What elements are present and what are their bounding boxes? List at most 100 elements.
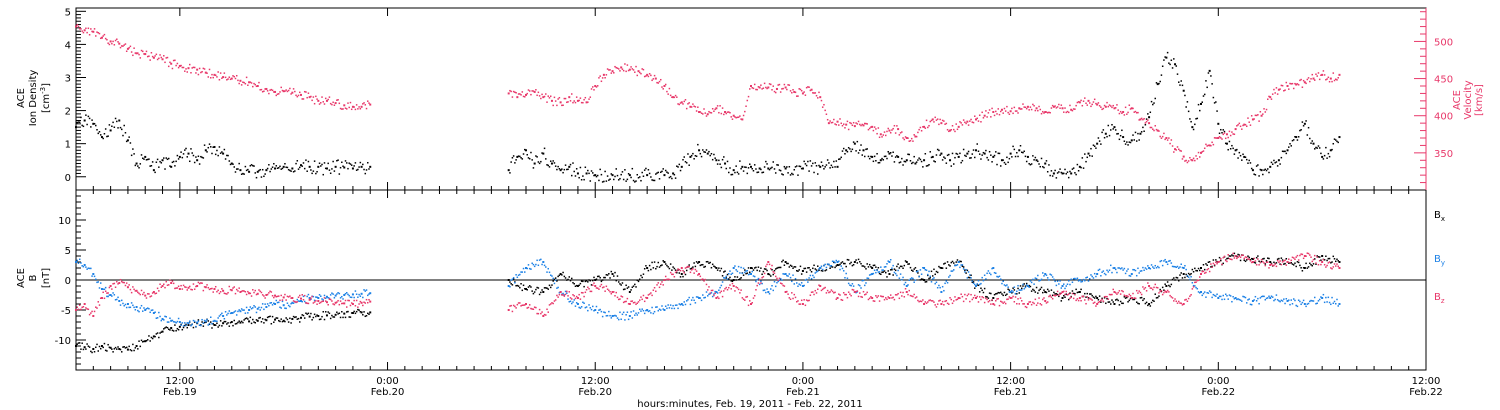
bottom-Bz-dot <box>175 287 177 289</box>
top-density-dot <box>1301 121 1304 123</box>
top-density-dot <box>1268 171 1270 174</box>
bottom-By-dot <box>1322 293 1325 296</box>
top-velocity-dot <box>249 81 252 83</box>
top-velocity-dot <box>913 134 915 136</box>
bottom-Bz-dot <box>1276 259 1279 262</box>
bottom-By-dot <box>1221 298 1223 301</box>
bottom-By-dot <box>221 312 223 315</box>
bottom-Bz-dot <box>860 295 862 298</box>
top-velocity-dot <box>950 129 953 131</box>
bottom-Bz-dot <box>952 300 955 302</box>
bottom-Bx-dot <box>598 275 600 278</box>
top-velocity-dot <box>1323 74 1326 76</box>
bottom-By-dot <box>270 302 273 304</box>
top-velocity-dot <box>197 73 200 76</box>
bottom-Bz-point <box>542 315 545 317</box>
top-velocity-dot <box>1207 144 1210 147</box>
top-density-dot <box>583 178 585 181</box>
bottom-Bx-dot <box>1218 256 1221 259</box>
top-density-dot <box>1014 155 1017 158</box>
bottom-By-dot <box>606 314 609 317</box>
top-velocity-point <box>550 99 553 102</box>
bottom-By-dot <box>1300 303 1302 306</box>
bottom-Bx-dot <box>1330 262 1332 264</box>
bottom-By-dot <box>536 259 538 262</box>
top-density-dot <box>561 168 563 170</box>
bottom-Bz-dot <box>311 295 313 298</box>
top-density-dot <box>96 128 98 131</box>
top-velocity-dot <box>1175 149 1178 151</box>
top-velocity-dot <box>777 84 779 86</box>
bottom-Bx-dot <box>1244 260 1247 263</box>
bottom-By-point <box>1200 291 1202 293</box>
bottom-By-dot <box>556 287 558 289</box>
bottom-Bz-dot <box>1250 261 1253 264</box>
legend-bz: Bz <box>1434 292 1445 305</box>
top-density-dot <box>226 154 228 157</box>
top-density-dot <box>1187 110 1190 113</box>
top-density-dot <box>295 162 297 165</box>
top-density-point <box>594 174 597 177</box>
bottom-By-dot <box>995 272 997 274</box>
top-density-dot <box>1091 155 1093 157</box>
bottom-Bz-dot <box>134 290 137 292</box>
top-density-dot <box>1118 138 1121 141</box>
bottom-By-dot <box>268 304 270 307</box>
top-density-dot <box>757 171 760 173</box>
bottom-Bx-dot <box>85 348 87 350</box>
bottom-By-dot <box>799 284 802 286</box>
bottom-By-dot <box>323 294 326 297</box>
bottom-Bz-dot <box>993 304 996 306</box>
bottom-Bz-dot <box>286 295 289 298</box>
bottom-Bz-point <box>144 294 147 297</box>
bottom-Bz-dot <box>1003 301 1006 303</box>
top-velocity-dot <box>673 96 676 99</box>
top-velocity-dot <box>815 94 818 97</box>
bottom-By-dot <box>592 305 594 308</box>
bottom-By-dot <box>80 262 82 264</box>
top-velocity-dot <box>779 91 782 93</box>
bottom-Bz-dot <box>242 290 244 292</box>
bottom-Bz-dot <box>1101 298 1103 301</box>
top-velocity-dot <box>324 97 327 100</box>
bottom-Bx-dot <box>786 262 788 265</box>
top-density-point <box>966 152 969 155</box>
top-density-dot <box>1237 157 1239 159</box>
bottom-Bz-dot <box>676 270 678 272</box>
top-density-dot <box>1071 168 1074 170</box>
bottom-Bx-point <box>213 324 216 326</box>
bottom-Bx-dot <box>904 260 907 262</box>
bottom-By-dot <box>976 283 978 285</box>
bottom-Bx-dot <box>637 280 640 283</box>
top-density-dot <box>589 180 592 182</box>
bottom-By-dot <box>139 307 142 309</box>
bottom-Bx-dot <box>808 267 810 269</box>
bottom-By-dot <box>762 289 765 292</box>
top-density-dot <box>1080 166 1082 169</box>
bottom-Bx-dot <box>210 321 212 323</box>
top-density-point <box>992 155 995 158</box>
bottom-By-dot <box>76 259 78 262</box>
top-density-dot <box>938 149 940 152</box>
top-density-dot <box>616 174 619 177</box>
bottom-By-dot <box>966 277 969 279</box>
top-density-dot <box>235 168 238 170</box>
top-velocity-point <box>1096 103 1099 106</box>
bottom-Bz-dot <box>1144 286 1147 289</box>
bottom-Bz-dot <box>788 297 791 299</box>
bottom-Bz-dot <box>856 290 859 292</box>
bottom-By-dot <box>1050 274 1053 276</box>
bottom-By-dot <box>604 311 606 314</box>
top-density-dot <box>78 121 81 123</box>
top-velocity-dot <box>575 96 578 98</box>
bottom-Bx-dot <box>333 316 336 318</box>
bottom-Bx-dot <box>1291 263 1294 265</box>
bottom-Bx-dot <box>783 264 786 266</box>
bottom-By-dot <box>1055 284 1058 287</box>
top-velocity-dot <box>208 68 211 71</box>
bottom-Bz-point <box>1130 297 1133 299</box>
bottom-By-dot <box>600 310 603 313</box>
bottom-By-dot <box>922 266 924 269</box>
top-velocity-dot <box>210 77 212 79</box>
top-density-dot <box>509 172 511 174</box>
